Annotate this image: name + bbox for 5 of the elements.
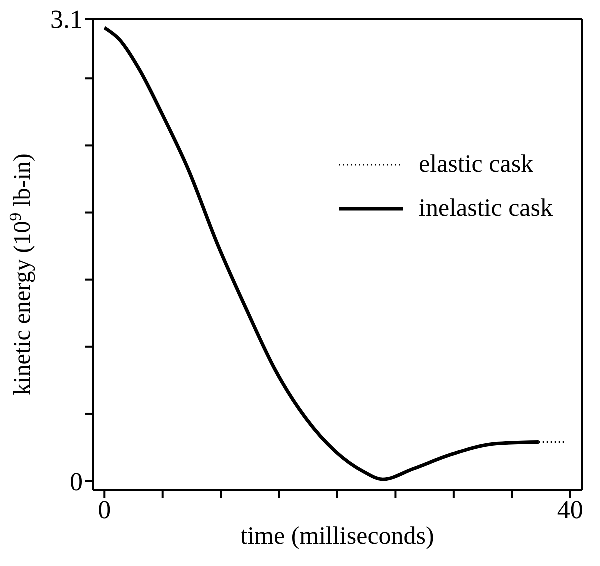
x-tick-label: 40 xyxy=(557,495,584,524)
legend-label: elastic cask xyxy=(419,150,534,180)
x-axis-title: time (milliseconds) xyxy=(240,523,434,550)
y-tick-label: 3.1 xyxy=(50,5,83,34)
legend-label: inelastic cask xyxy=(419,194,553,224)
